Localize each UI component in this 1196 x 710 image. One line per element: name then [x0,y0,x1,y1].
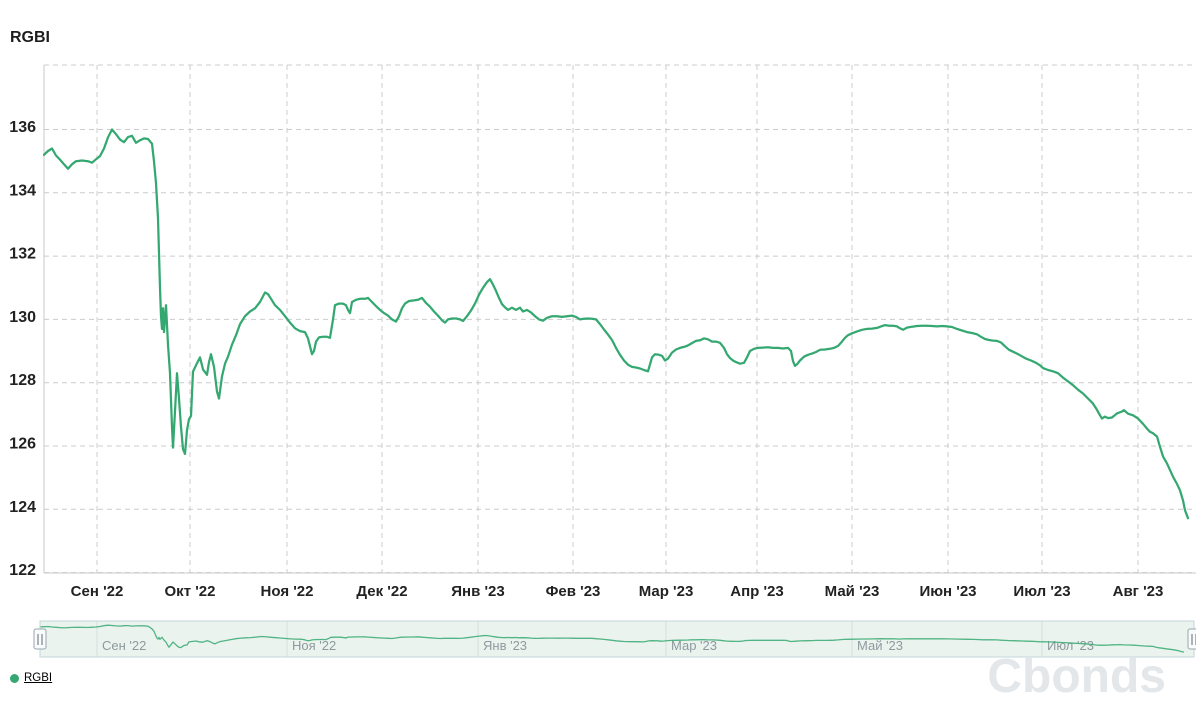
navigator[interactable]: Сен '22 Ноя '22 Янв '23 Мар '23 Май '23 Июл '… [0,614,1196,666]
x-axis-label: Апр '23 [730,583,783,600]
x-axis-label: Окт '22 [165,583,216,600]
x-axis-label: Дек '22 [356,583,407,600]
rgbi-series-line [42,128,1190,520]
x-axis-label: Июн '23 [919,583,976,600]
navigator-axis-label: Мар '23 [671,638,717,653]
watermark-cbonds: Cbonds [987,650,1166,703]
main-chart: 136 134 132 130 128 126 124 122 Сен '22 Окт '22 Но… [9,64,1196,600]
y-axis-label: 124 [9,499,36,516]
y-axis-label: 122 [9,562,36,579]
legend: RGBI [10,672,52,685]
navigator-series-line [39,624,1185,653]
navigator-axis-label: Янв '23 [483,638,527,653]
x-axis-label: Авг '23 [1113,583,1164,600]
navigator-right-handle[interactable] [1187,628,1196,650]
x-axis-label: Фев '23 [546,583,601,600]
x-axis-label: Сен '22 [71,583,124,600]
legend-marker-icon [10,674,19,683]
x-axis-label: Ноя '22 [261,583,314,600]
navigator-axis-label: Ноя '22 [292,638,336,653]
navigator-axis-label: Сен '22 [102,638,146,653]
x-axis-label: Мар '23 [639,583,694,600]
y-axis-label: 126 [9,436,36,453]
navigator-axis-label: Май '23 [857,638,903,653]
legend-item-rgbi[interactable]: RGBI [24,672,53,684]
y-axis-label: 128 [9,372,36,389]
y-axis-label: 132 [9,246,36,263]
x-axis-label: Июл '23 [1013,583,1070,600]
navigator-left-handle[interactable] [33,628,47,650]
y-axis-label: 134 [9,182,36,199]
x-axis-label: Май '23 [825,583,880,600]
y-axis-label: 130 [9,309,36,326]
y-axis-label: 136 [9,119,36,136]
chart-title: RGBI [10,29,50,46]
x-axis-label: Янв '23 [451,583,504,600]
